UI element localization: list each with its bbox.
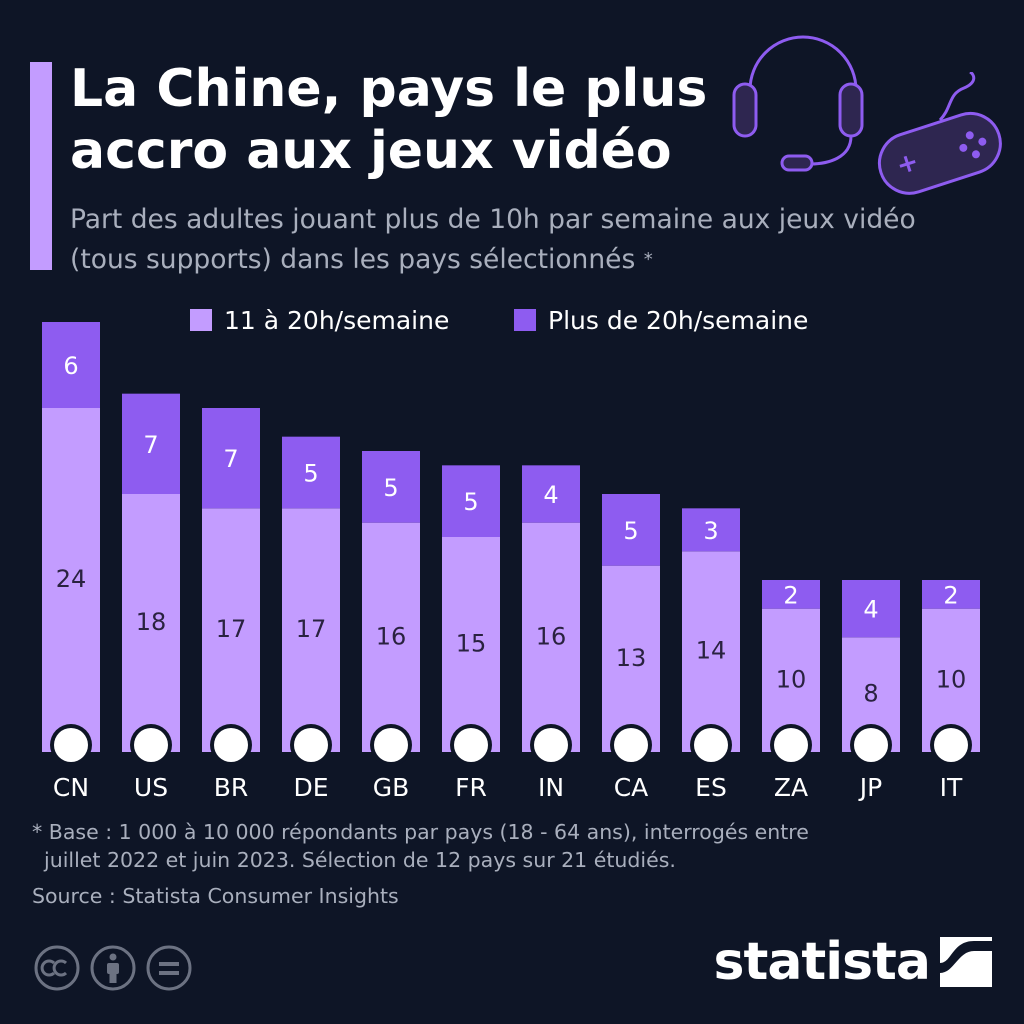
flag-ca-icon <box>614 728 648 762</box>
legend-item-dark: Plus de 20h/semaine <box>514 302 808 338</box>
x-tick-label-br: BR <box>214 773 249 802</box>
flag-jp-icon <box>854 728 888 762</box>
value-label-jp-20h-plus: 4 <box>863 596 878 624</box>
x-tick-label-de: DE <box>293 773 328 802</box>
bar-es-11-20h <box>682 551 740 752</box>
value-label-es-11-20h: 14 <box>696 637 727 665</box>
bar-us-20h-plus <box>122 393 180 494</box>
no-derivatives-icon[interactable] <box>145 944 193 992</box>
value-label-br-20h-plus: 7 <box>223 445 238 473</box>
value-label-ca-11-20h: 13 <box>616 644 647 672</box>
value-label-gb-11-20h: 16 <box>376 622 407 650</box>
value-label-it-11-20h: 10 <box>936 665 967 693</box>
gamepad-icon <box>877 72 1002 195</box>
bar-br-11-20h <box>202 508 260 752</box>
bar-gb-11-20h <box>362 522 420 752</box>
x-tick-label-jp: JP <box>858 773 882 802</box>
flag-cn-icon <box>54 728 88 762</box>
subtitle-footnote-marker: * <box>643 249 653 270</box>
flag-es-icon <box>694 728 728 762</box>
title-accent-bar <box>30 62 52 270</box>
value-label-in-11-20h: 16 <box>536 622 567 650</box>
value-label-za-20h-plus: 2 <box>783 581 798 609</box>
value-label-de-11-20h: 17 <box>296 615 327 643</box>
bar-jp-20h-plus <box>842 580 900 638</box>
brand-name: statista <box>713 932 931 992</box>
flag-it-icon <box>934 728 968 762</box>
value-label-jp-11-20h: 8 <box>863 680 878 708</box>
bar-fr-11-20h <box>442 537 500 752</box>
x-tick-label-es: ES <box>695 773 727 802</box>
bar-br-20h-plus <box>202 408 260 509</box>
subtitle-text: Part des adultes jouant plus de 10h par … <box>70 204 916 275</box>
footnote-line-1: * Base : 1 000 à 10 000 répondants par p… <box>32 820 809 844</box>
flag-in-icon <box>534 728 568 762</box>
value-label-de-20h-plus: 5 <box>303 460 318 488</box>
value-label-fr-20h-plus: 5 <box>463 488 478 516</box>
stacked-bar-chart: 246CN187US177BR175DE165GB155FR164IN135CA… <box>42 322 980 802</box>
bar-it-20h-plus <box>922 580 980 609</box>
chart-legend: 11 à 20h/semaine Plus de 20h/semaine <box>0 302 1024 338</box>
statista-mark-icon <box>940 937 992 987</box>
value-label-it-20h-plus: 2 <box>943 581 958 609</box>
legend-swatch-dark <box>514 309 536 331</box>
license-icons <box>33 944 193 992</box>
flag-gb-icon <box>374 728 408 762</box>
bar-cn-20h-plus <box>42 322 100 408</box>
x-tick-label-gb: GB <box>373 773 410 802</box>
flag-fr-icon <box>454 728 488 762</box>
value-label-in-20h-plus: 4 <box>543 481 558 509</box>
x-tick-label-us: US <box>134 773 168 802</box>
bar-ca-20h-plus <box>602 494 660 566</box>
value-label-gb-20h-plus: 5 <box>383 474 398 502</box>
value-label-za-11-20h: 10 <box>776 665 807 693</box>
creative-commons-icon[interactable] <box>33 944 81 992</box>
flag-us-icon <box>134 728 168 762</box>
bar-gb-20h-plus <box>362 451 420 523</box>
bar-de-11-20h <box>282 508 340 752</box>
statista-logo[interactable]: statista <box>714 932 992 992</box>
bar-cn-11-20h <box>42 408 100 752</box>
x-tick-label-it: IT <box>940 773 963 802</box>
value-label-es-20h-plus: 3 <box>703 517 718 545</box>
value-label-us-20h-plus: 7 <box>143 431 158 459</box>
bar-ca-11-20h <box>602 565 660 752</box>
x-tick-label-ca: CA <box>614 773 649 802</box>
x-tick-label-cn: CN <box>53 773 89 802</box>
chart-subtitle: Part des adultes jouant plus de 10h par … <box>70 200 930 280</box>
bar-us-11-20h <box>122 494 180 752</box>
value-label-us-11-20h: 18 <box>136 608 167 636</box>
value-label-ca-20h-plus: 5 <box>623 517 638 545</box>
x-tick-label-za: ZA <box>774 773 808 802</box>
value-label-cn-11-20h: 24 <box>56 565 87 593</box>
flag-de-icon <box>294 728 328 762</box>
attribution-icon[interactable] <box>89 944 137 992</box>
bar-za-20h-plus <box>762 580 820 609</box>
value-label-cn-20h-plus: 6 <box>63 352 78 380</box>
chart-title: La Chine, pays le plus accro aux jeux vi… <box>70 59 708 181</box>
value-label-br-11-20h: 17 <box>216 615 247 643</box>
legend-label-light: 11 à 20h/semaine <box>224 305 450 335</box>
x-tick-label-in: IN <box>538 773 564 802</box>
source-note: Source : Statista Consumer Insights <box>32 884 399 908</box>
bar-de-20h-plus <box>282 436 340 509</box>
x-tick-label-fr: FR <box>455 773 487 802</box>
legend-item-light: 11 à 20h/semaine <box>190 302 449 338</box>
headset-icon <box>732 35 864 172</box>
bar-es-20h-plus <box>682 508 740 552</box>
bar-fr-20h-plus <box>442 465 500 537</box>
legend-label-dark: Plus de 20h/semaine <box>548 305 809 335</box>
flag-za-icon <box>774 728 808 762</box>
value-label-fr-11-20h: 15 <box>456 630 487 658</box>
footnote: * Base : 1 000 à 10 000 répondants par p… <box>32 818 932 874</box>
legend-swatch-light <box>190 309 212 331</box>
footnote-line-2: juillet 2022 et juin 2023. Sélection de … <box>44 848 676 872</box>
bar-in-20h-plus <box>522 465 580 523</box>
flag-br-icon <box>214 728 248 762</box>
bar-in-11-20h <box>522 522 580 752</box>
